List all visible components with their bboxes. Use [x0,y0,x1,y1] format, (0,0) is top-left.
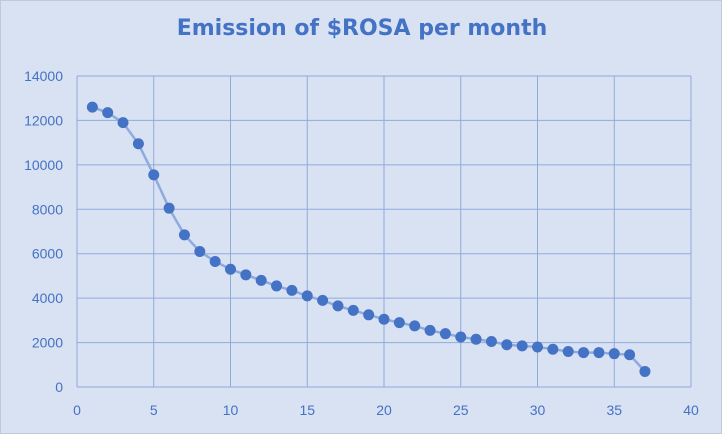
x-tick-label: 35 [606,402,622,418]
data-point [102,107,114,119]
data-point [132,138,144,150]
data-point [470,333,482,345]
data-point [593,347,605,359]
data-point [378,313,390,325]
data-point [532,341,543,353]
data-point [255,274,267,286]
y-tick-label: 14000 [24,68,63,84]
data-point [178,229,190,241]
x-tick-label: 15 [299,402,315,418]
data-point [578,347,590,359]
chart-title: Emission of $ROSA per month [176,16,548,41]
data-point [439,328,451,340]
y-tick-label: 2000 [32,335,63,351]
data-point [240,269,252,281]
data-point [547,343,559,355]
data-point [347,304,359,316]
y-tick-label: 12000 [24,112,63,128]
data-point [363,309,375,321]
data-point [424,324,436,336]
data-point [624,349,636,361]
x-tick-label: 30 [530,402,546,418]
data-point [225,263,236,275]
data-point [317,294,329,306]
x-tick-label: 5 [150,402,158,418]
data-point [286,284,298,296]
data-point [148,169,160,181]
series-line [91,105,646,373]
data-point [562,345,574,357]
data-point [301,290,313,302]
data-point [639,365,651,377]
x-tick-label: 10 [223,402,239,418]
x-tick-label: 40 [683,402,699,418]
x-tick-label: 20 [376,402,392,418]
y-axis-tick-labels: 0 2000 4000 6000 8000 10000 12000 14000 [24,68,63,395]
data-point [117,117,129,129]
data-point [485,335,497,347]
x-tick-label: 0 [73,402,81,418]
data-point [455,331,467,343]
data-point [409,320,421,332]
y-tick-label: 8000 [32,201,63,217]
data-point [86,101,98,113]
data-point [332,300,344,312]
y-tick-label: 4000 [32,290,63,306]
data-point [516,340,528,352]
data-point [501,339,513,351]
data-point [209,255,221,267]
y-tick-label: 6000 [32,246,63,262]
data-point [608,348,620,360]
y-tick-label: 10000 [24,157,63,173]
data-point [163,202,175,214]
data-point [194,245,206,257]
y-tick-label: 0 [55,379,63,395]
series-group [86,101,651,377]
x-tick-label: 25 [453,402,469,418]
data-point [271,280,283,292]
x-axis-tick-labels: 0 5 10 15 20 25 30 35 40 [73,402,699,418]
data-point [393,317,405,329]
grid-lines [76,75,692,388]
